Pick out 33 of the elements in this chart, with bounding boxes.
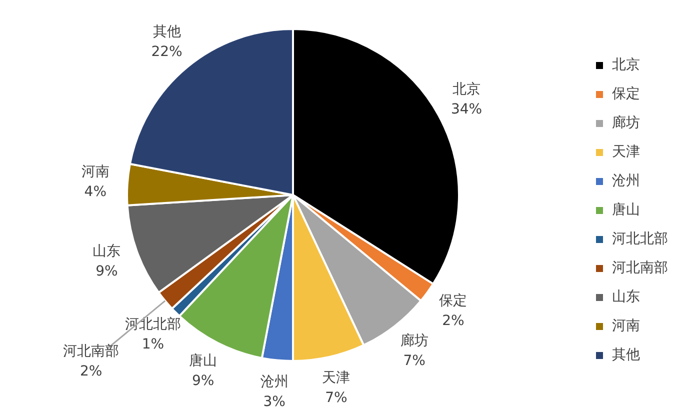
data-label: 2% [80, 364, 102, 380]
data-label: 2% [442, 313, 464, 330]
slice-label: 山东 [92, 244, 121, 260]
slice-label: 廊坊 [400, 333, 428, 350]
slice-label: 保定 [439, 293, 468, 310]
data-label: 9% [96, 264, 118, 280]
legend-label: 河北南部 [612, 260, 668, 276]
data-label: 7% [325, 390, 348, 406]
slice-label: 北京 [452, 81, 481, 98]
legend-label: 北京 [612, 56, 640, 74]
slice-label: 其他 [152, 24, 181, 40]
legend-label: 保定 [612, 86, 640, 102]
legend-label: 天津 [612, 144, 640, 160]
slice-label: 河南 [81, 164, 110, 180]
data-label: 1% [142, 336, 164, 353]
legend-label: 河北北部 [612, 230, 668, 248]
slice-label: 天津 [322, 370, 350, 386]
legend-label: 唐山 [612, 202, 640, 218]
slice-label: 唐山 [189, 353, 218, 370]
data-label: 22% [151, 44, 182, 60]
legend-label: 山东 [612, 288, 640, 306]
legend-label: 其他 [612, 346, 640, 364]
data-label: 9% [192, 373, 214, 390]
legend-label: 廊坊 [612, 114, 640, 132]
data-label: 3% [263, 394, 286, 410]
data-label: 4% [84, 184, 106, 200]
slice-label: 沧州 [260, 374, 288, 390]
data-label: 34% [450, 101, 482, 118]
legend-label: 沧州 [612, 172, 640, 190]
legend-label: 河南 [612, 318, 640, 334]
data-label: 7% [403, 353, 426, 370]
slice-label: 河北南部 [63, 344, 120, 360]
slice-label: 河北北部 [124, 316, 181, 333]
